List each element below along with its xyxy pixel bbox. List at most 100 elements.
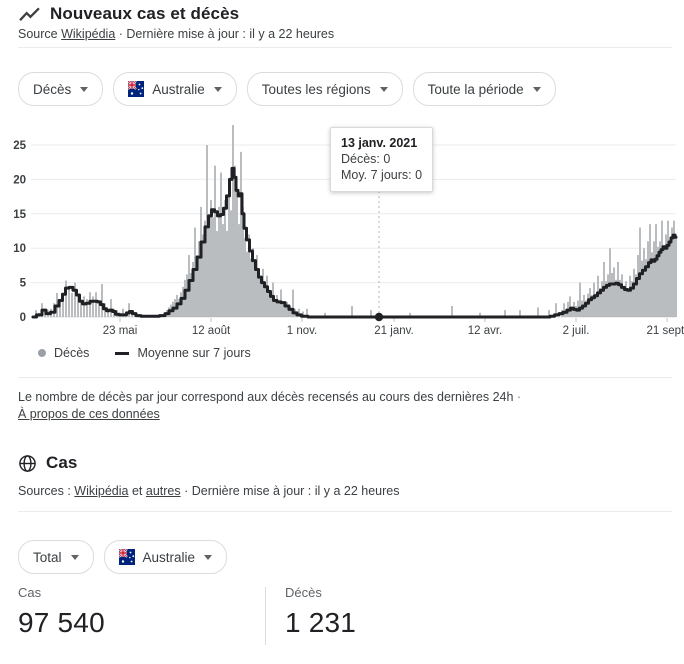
deaths-bar [324, 312, 326, 317]
deaths-bar [655, 224, 657, 317]
deaths-bar [370, 310, 372, 317]
selected-point-marker [374, 312, 384, 322]
deaths-bar [186, 274, 188, 317]
deaths-bar [659, 241, 661, 317]
deaths-filter-row: Décès Australie Toutes les régions Toute la… [18, 72, 556, 106]
deaths-bar [230, 210, 232, 317]
deaths-section-header: Nouveaux cas et décès [18, 4, 239, 24]
deaths-bar [286, 301, 288, 317]
deaths-bar [248, 234, 250, 317]
deaths-bar [298, 308, 300, 317]
filter-chip-total[interactable]: Total [18, 540, 94, 574]
deaths-dot-icon [38, 349, 46, 357]
x-axis-label: 23 mai [103, 325, 138, 337]
chart-tooltip: 13 janv. 2021 Décès: 0 Moy. 7 jours: 0 [330, 127, 434, 192]
deaths-bar [256, 255, 258, 317]
section-title: Cas [46, 453, 78, 472]
deaths-bar [266, 275, 268, 317]
deaths-bar [627, 288, 629, 317]
deaths-bar [629, 275, 631, 317]
stat-value: 97 540 [18, 607, 105, 638]
deaths-bar [563, 303, 565, 317]
deaths-bar [665, 234, 667, 317]
section-title: Nouveaux cas et décès [50, 4, 240, 23]
y-axis-label: 25 [13, 140, 26, 152]
deaths-bar [278, 301, 280, 317]
stat-value: 1 231 [285, 607, 357, 638]
filter-chip-d-c-s[interactable]: Décès [18, 72, 104, 106]
deaths-bar [587, 293, 589, 317]
wikipedia-link[interactable]: Wikipédia [74, 484, 129, 498]
deaths-bar [548, 310, 550, 317]
deaths-bar [62, 294, 64, 317]
y-axis-label: 10 [13, 243, 26, 255]
deaths-bar [571, 307, 573, 317]
deaths-bar [232, 124, 234, 317]
deaths-bar [479, 312, 481, 317]
wikipedia-link[interactable]: Wikipédia [61, 27, 116, 41]
deaths-bar [274, 299, 276, 317]
chevron-down-icon [213, 86, 222, 92]
deaths-bar [641, 260, 643, 317]
stat-label: Décès [285, 585, 322, 600]
deaths-bar [306, 308, 308, 317]
tooltip-average: Moy. 7 jours: 0 [341, 168, 423, 182]
deaths-bar [244, 237, 246, 317]
deaths-bar [591, 294, 593, 317]
deaths-bar [649, 224, 651, 317]
filter-chip-toute-la-p-riode[interactable]: Toute la période [412, 72, 556, 106]
about-data-link[interactable]: À propos de ces données [18, 407, 160, 421]
deaths-bar [653, 241, 655, 317]
sources-prefix: Sources : [18, 484, 71, 498]
filter-chip-toutes-les-r-gions[interactable]: Toutes les régions [246, 72, 403, 106]
y-axis-label: 0 [20, 312, 26, 324]
deaths-bar [68, 288, 70, 317]
chip-label: Australie [152, 81, 205, 97]
globe-icon [18, 454, 37, 473]
deaths-bar [236, 196, 238, 317]
deaths-bar [611, 272, 613, 317]
deaths-bar [214, 165, 216, 317]
chip-label: Toute la période [427, 81, 524, 97]
source-line: Source Wikipédia · Dernière mise à jour … [18, 27, 334, 41]
deaths-bar [260, 279, 262, 317]
deaths-bar [216, 231, 218, 317]
legend-label: Moyenne sur 7 jours [137, 346, 251, 360]
cases-sources-line: Sources : Wikipédia et autres · Dernière… [18, 484, 400, 498]
deaths-bar [605, 281, 607, 317]
x-axis-label: 1 nov. [287, 325, 317, 337]
deaths-bar [238, 224, 240, 317]
cases-section-header: Cas [18, 453, 78, 473]
footnote-separator: · [516, 390, 522, 404]
deaths-bar [222, 224, 224, 317]
deaths-bar [623, 286, 625, 317]
x-axis-label: 12 avr. [468, 325, 503, 337]
deaths-bar [192, 261, 194, 317]
deaths-bar [74, 282, 76, 317]
deaths-bar [71, 292, 73, 317]
deaths-bar [519, 310, 521, 317]
filter-chip-australie[interactable]: Australie [113, 72, 237, 106]
deaths-bar [617, 261, 619, 317]
deaths-bar [599, 288, 601, 317]
deaths-bar [647, 241, 649, 317]
deaths-bar [246, 251, 248, 317]
deaths-bar [637, 255, 639, 317]
deaths-bar [212, 217, 214, 317]
deaths-bar [613, 267, 615, 317]
deaths-stat: Décès 1 231 [285, 585, 356, 639]
deaths-bar [190, 272, 192, 317]
deaths-bar [625, 281, 627, 317]
filter-chip-australie[interactable]: Australie [103, 540, 228, 574]
deaths-bar [92, 296, 94, 317]
other-sources-link[interactable]: autres [145, 484, 181, 498]
chip-label: Décès [33, 81, 72, 97]
deaths-bar [254, 265, 256, 317]
deaths-bar [601, 281, 603, 317]
stat-label: Cas [18, 585, 42, 600]
divider [18, 511, 672, 512]
chevron-down-icon [80, 86, 89, 92]
deaths-bar [268, 289, 270, 317]
deaths-bar [178, 299, 180, 317]
deaths-bar [667, 220, 669, 317]
